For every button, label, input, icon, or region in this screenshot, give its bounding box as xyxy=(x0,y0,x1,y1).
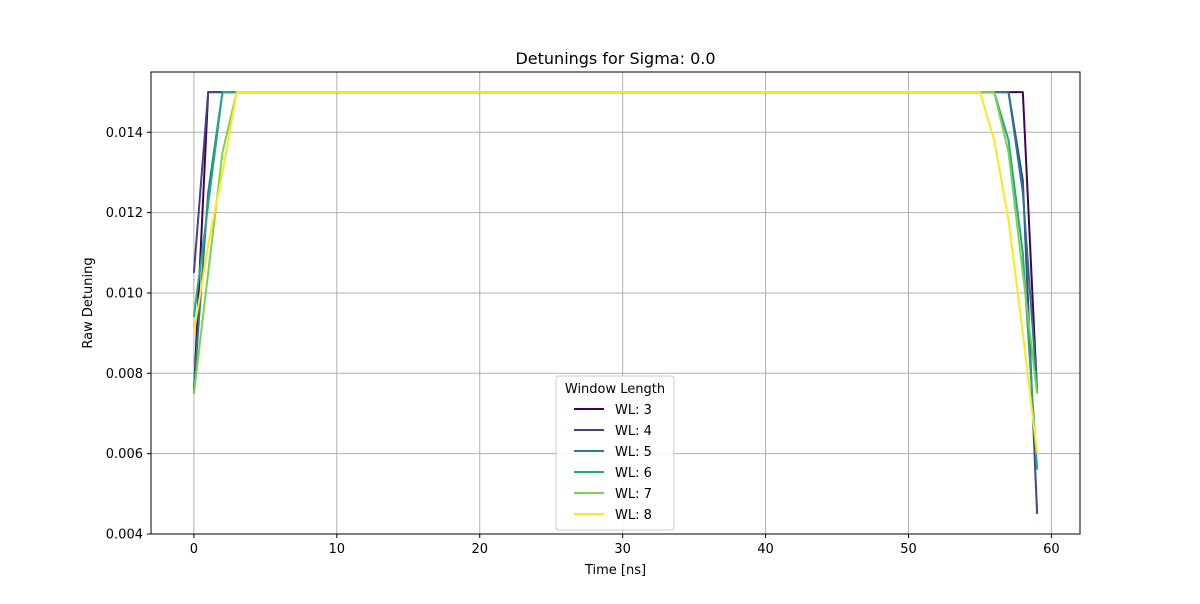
series-line-wl-8 xyxy=(192,91,1039,454)
legend-label: WL: 3 xyxy=(615,403,652,418)
chart-title: Detunings for Sigma: 0.0 xyxy=(515,49,715,68)
y-axis-label: Raw Detuning xyxy=(81,257,96,348)
y-tick-label: 0.008 xyxy=(106,367,143,382)
x-tick-label: 10 xyxy=(329,542,346,557)
x-tick-label: 30 xyxy=(614,542,631,557)
x-tick-label: 20 xyxy=(471,542,488,557)
x-tick-label: 0 xyxy=(190,542,198,557)
y-tick-label: 0.012 xyxy=(106,206,143,221)
legend-title: Window Length xyxy=(565,382,665,397)
series-line-wl-3 xyxy=(192,91,1039,394)
legend-label: WL: 4 xyxy=(615,424,652,439)
series-layer xyxy=(192,91,1039,514)
series-line-wl-7 xyxy=(192,91,1039,394)
plot-frame xyxy=(150,71,1081,535)
y-tick-label: 0.006 xyxy=(106,447,143,462)
legend-label: WL: 8 xyxy=(615,508,652,523)
legend-label: WL: 6 xyxy=(615,466,652,481)
y-tick-label: 0.010 xyxy=(106,286,143,301)
series-line-wl-5 xyxy=(192,91,1039,390)
legend: Window Length WL: 3WL: 4WL: 5WL: 6WL: 7W… xyxy=(555,375,675,531)
x-tick-label: 50 xyxy=(900,542,917,557)
legend-label: WL: 7 xyxy=(615,487,652,502)
legend-label: WL: 5 xyxy=(615,445,652,460)
y-tick-label: 0.004 xyxy=(106,528,143,543)
legend-items: WL: 3 WL: 4 WL: 5 WL: 6 WL: 7 WL: 8 xyxy=(574,403,652,523)
x-axis-label: Time [ns] xyxy=(584,563,646,578)
x-tick-label: 60 xyxy=(1043,542,1060,557)
tick-layer: 0 10 20 30 40 50 60 0.004 0.006 0.008 0.010 0.012 0.… xyxy=(106,126,1060,557)
y-tick-label: 0.014 xyxy=(106,126,143,141)
legend-box xyxy=(555,375,675,531)
x-tick-label: 40 xyxy=(757,542,774,557)
